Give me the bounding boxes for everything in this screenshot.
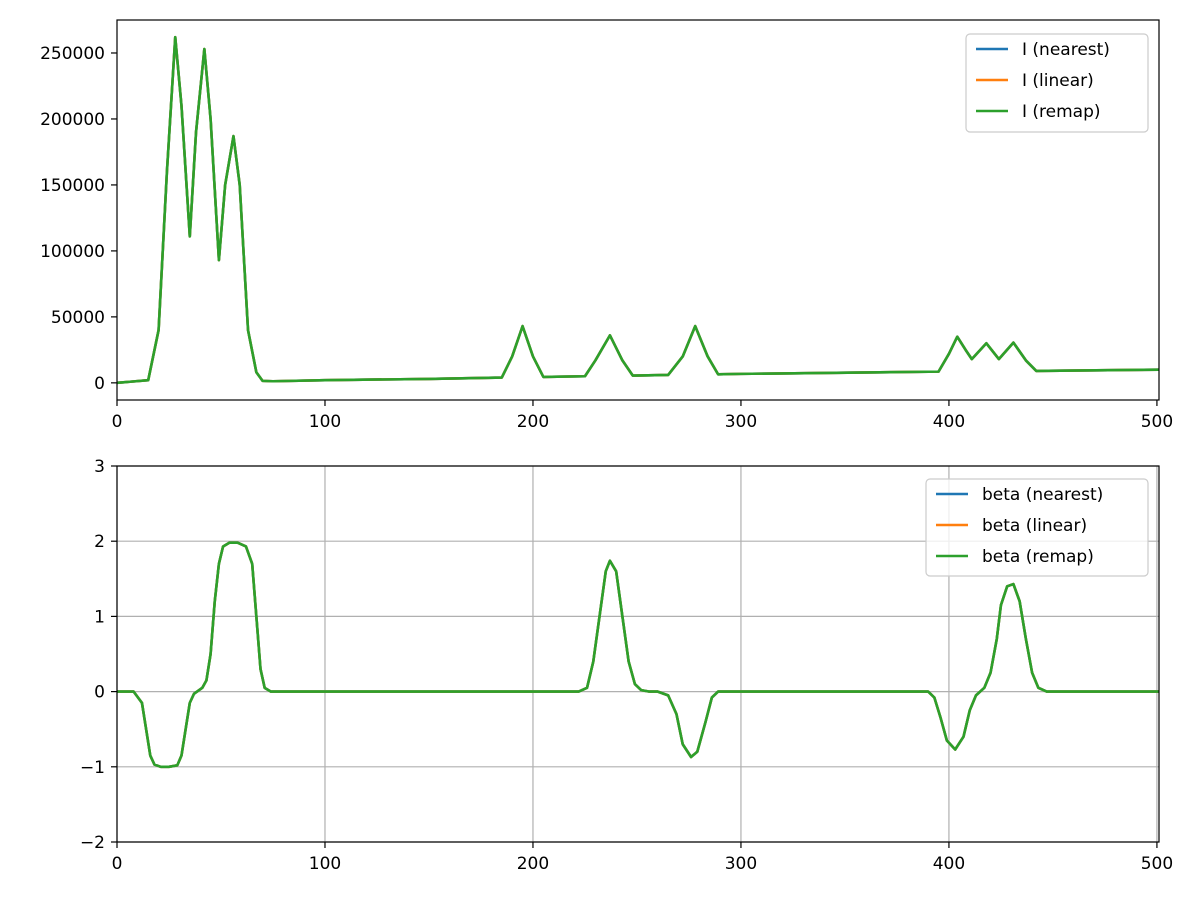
y-tick-label: −1 [80,758,105,778]
x-tick-label: 0 [112,854,123,874]
legend-label: beta (remap) [982,547,1094,567]
legend-label: I (linear) [1022,71,1094,91]
legend: I (nearest) I (linear) I (remap) [965,33,1149,133]
y-tick-label: 0 [94,683,105,703]
x-tick-label: 400 [933,854,965,874]
x-tick-label: 300 [725,412,757,432]
legend: beta (nearest) beta (linear) beta (remap) [925,478,1149,577]
y-tick-label: 2 [94,532,105,552]
x-tick-label: 500 [1141,412,1173,432]
x-tick-label: 200 [517,412,549,432]
x-tick-label: 300 [725,854,757,874]
legend-label: beta (linear) [982,516,1087,536]
y-tick-label: 3 [94,457,105,477]
y-tick-label: 0 [94,374,105,394]
y-tick-label: 200000 [40,110,105,130]
x-tick-label: 100 [309,412,341,432]
legend-label: beta (nearest) [982,485,1103,505]
legend-label: I (nearest) [1022,40,1110,60]
x-tick-label: 200 [517,854,549,874]
axes-frame [116,19,1160,401]
y-tick-label: 250000 [40,44,105,64]
intensity-chart: 0 100 200 300 400 500 0 50000 100000 150000 200000… [40,19,1173,432]
axes-frame [116,465,1160,843]
x-tick-label: 100 [309,854,341,874]
y-tick-label: 100000 [40,242,105,262]
legend-box [965,33,1149,133]
series-line [117,541,1159,769]
x-tick-label: 500 [1141,854,1173,874]
x-tick-label: 0 [112,412,123,432]
series-line [117,35,1159,385]
y-tick-label: 1 [94,607,105,627]
x-tick-label: 400 [933,412,965,432]
legend-label: I (remap) [1022,102,1101,122]
y-tick-label: −2 [80,833,105,853]
legend-box [925,478,1149,577]
y-tick-label: 150000 [40,176,105,196]
y-tick-label: 50000 [51,308,105,328]
